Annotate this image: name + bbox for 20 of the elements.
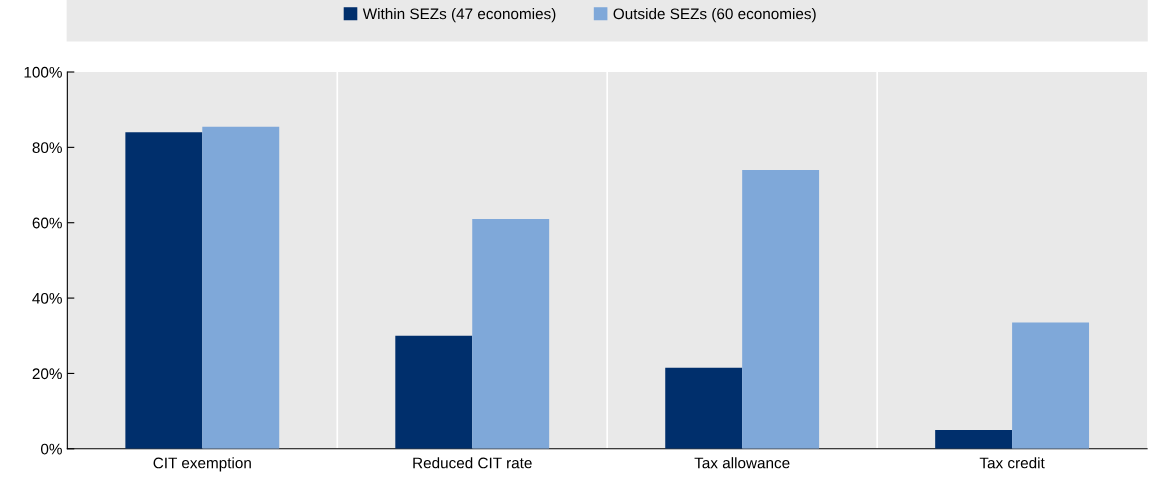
- x-tick-label: CIT exemption: [153, 457, 251, 472]
- y-tick-label: 40%: [32, 292, 62, 304]
- bar: [1012, 322, 1090, 449]
- y-tick-label: 60%: [32, 217, 62, 229]
- legend-label: Within SEZs (47 economies): [362, 8, 556, 23]
- bar: [742, 169, 820, 449]
- bar: [125, 132, 203, 449]
- bar: [935, 429, 1013, 449]
- y-tick-label: 80%: [32, 142, 62, 154]
- legend-label: Outside SEZs (60 economies): [613, 8, 816, 23]
- bar: [395, 335, 473, 449]
- y-tick-label: 20%: [32, 368, 62, 380]
- x-tick-label: Tax allowance: [694, 457, 790, 469]
- x-tick-label: Reduced CIT rate: [413, 457, 532, 469]
- y-tick-label: 0%: [40, 443, 62, 455]
- x-tick-label: Tax credit: [979, 457, 1045, 469]
- bar: [202, 126, 280, 449]
- bar: [665, 367, 743, 449]
- bar: [472, 218, 550, 449]
- y-tick-label: 100%: [24, 66, 62, 78]
